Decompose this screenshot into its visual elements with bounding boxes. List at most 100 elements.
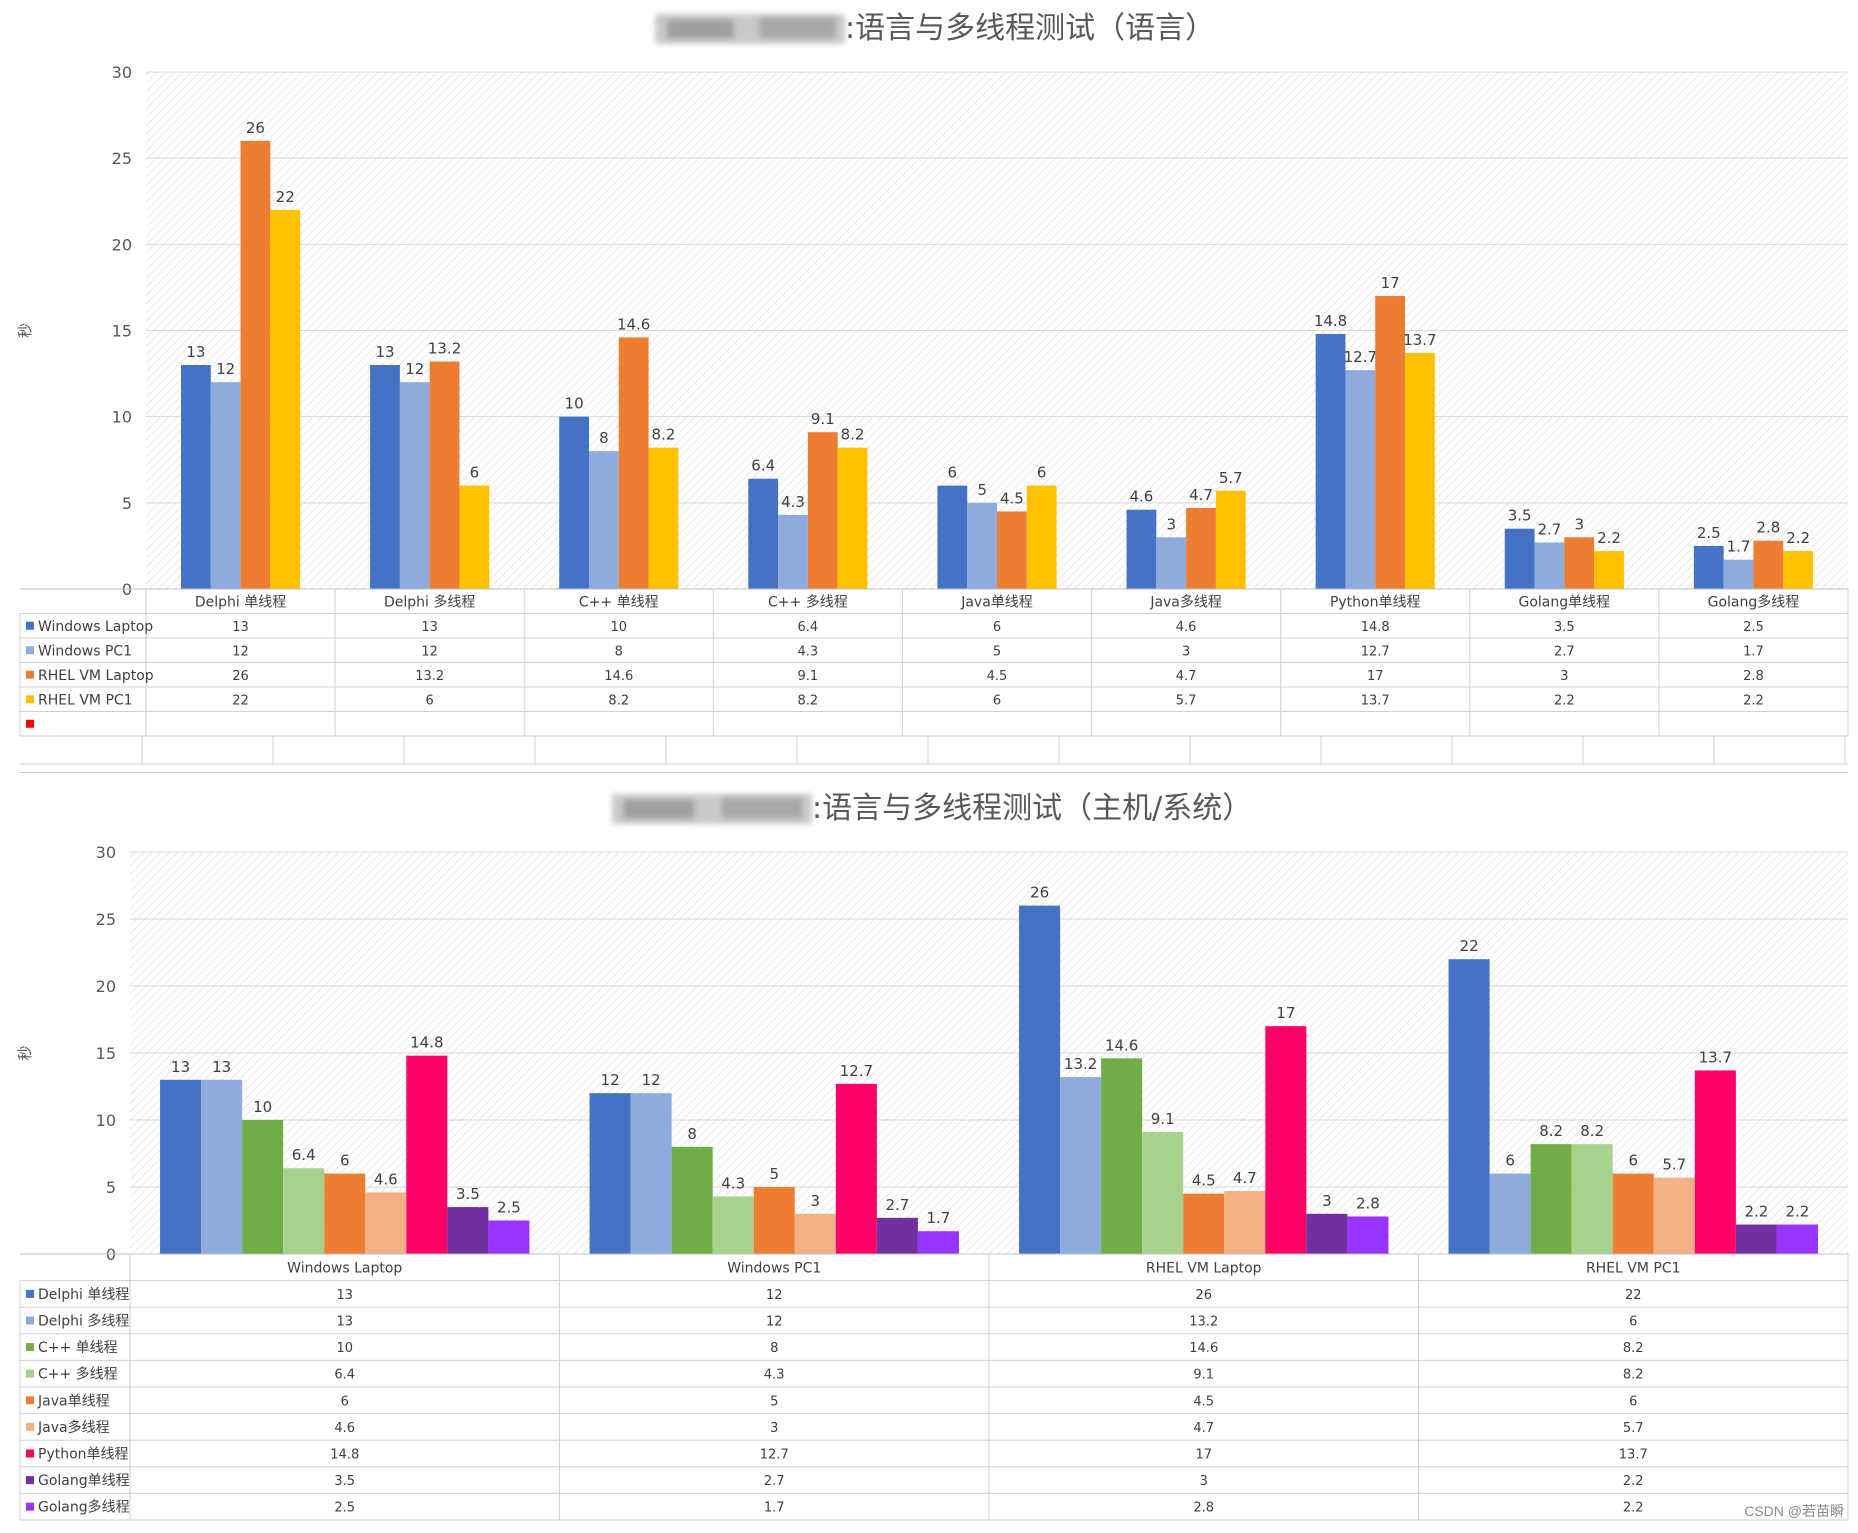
bar xyxy=(1504,528,1535,589)
y-tick-label: 5 xyxy=(122,494,132,513)
bar xyxy=(1306,1213,1348,1254)
data-label: 22 xyxy=(1460,937,1479,955)
table-cell: 14.6 xyxy=(604,669,633,684)
bar xyxy=(1530,1144,1572,1254)
data-label: 12 xyxy=(642,1071,661,1089)
chart-separator xyxy=(20,772,1848,773)
table-cell: 13 xyxy=(421,620,438,635)
data-label: 13 xyxy=(186,343,205,361)
table-cell: 8.2 xyxy=(608,693,629,708)
table-cell: 3 xyxy=(1200,1474,1208,1489)
data-label: 2.8 xyxy=(1356,1194,1380,1212)
table-cell: 6.4 xyxy=(334,1368,355,1383)
legend-label: C++ 单线程 xyxy=(38,1340,118,1356)
table-cell: 4.6 xyxy=(334,1421,355,1436)
table-cell: 2.8 xyxy=(1193,1501,1214,1516)
category-label: Delphi 多线程 xyxy=(384,593,475,610)
data-label: 4.6 xyxy=(374,1170,398,1188)
bar xyxy=(1753,540,1784,589)
bar xyxy=(997,511,1027,589)
table-cell: 4.6 xyxy=(1176,620,1197,635)
bar xyxy=(1405,352,1435,589)
legend-label: Java多线程 xyxy=(37,1419,110,1436)
bar xyxy=(240,140,271,589)
table-cell: 4.7 xyxy=(1176,669,1197,684)
category-label: C++ 单线程 xyxy=(579,594,659,610)
data-label: 14.8 xyxy=(1314,312,1347,330)
bar xyxy=(1653,1177,1695,1254)
legend-swatch xyxy=(26,695,34,704)
data-label: 9.1 xyxy=(811,410,835,428)
legend-label: C++ 多线程 xyxy=(38,1366,118,1383)
table-cell: 2.7 xyxy=(764,1474,785,1489)
bar xyxy=(1315,333,1346,589)
table-cell: 4.5 xyxy=(1193,1394,1214,1409)
table-cell: 4.5 xyxy=(987,669,1008,684)
legend-swatch-extra xyxy=(26,719,34,728)
data-label: 2.5 xyxy=(1697,524,1721,542)
bar xyxy=(1448,959,1490,1254)
table-cell: 4.3 xyxy=(764,1368,785,1383)
legend-swatch xyxy=(26,646,34,655)
data-label: 26 xyxy=(1030,884,1049,902)
bar xyxy=(559,416,589,589)
legend-swatch xyxy=(26,1502,34,1511)
legend-swatch xyxy=(26,670,34,679)
bar xyxy=(1215,490,1246,589)
table-cell: 4.3 xyxy=(798,644,819,659)
bar xyxy=(630,1093,672,1254)
bar xyxy=(1693,545,1724,589)
data-label: 13 xyxy=(212,1058,231,1076)
bar xyxy=(459,485,490,589)
bar xyxy=(712,1196,754,1254)
data-label: 6 xyxy=(470,464,480,482)
y-tick-label: 20 xyxy=(96,977,116,996)
bar xyxy=(1183,1193,1225,1254)
table-cell: 3.5 xyxy=(334,1474,355,1489)
legend-swatch xyxy=(26,1343,34,1352)
legend-swatch xyxy=(26,1369,34,1378)
bar xyxy=(1735,1224,1777,1254)
legend-swatch xyxy=(26,621,34,630)
table-cell: 1.7 xyxy=(1743,644,1764,659)
bar xyxy=(967,502,997,589)
category-label: C++ 多线程 xyxy=(768,593,848,610)
data-label: 13.7 xyxy=(1699,1048,1732,1066)
bar xyxy=(794,1213,836,1254)
y-tick-label: 10 xyxy=(96,1111,116,1130)
bar xyxy=(937,485,968,589)
data-label: 8 xyxy=(687,1125,697,1143)
table-cell: 13 xyxy=(232,620,249,635)
data-label: 17 xyxy=(1276,1004,1295,1022)
table-cell: 13.7 xyxy=(1619,1448,1648,1463)
data-label: 12 xyxy=(216,360,235,378)
data-label: 14.6 xyxy=(1105,1036,1138,1054)
bar xyxy=(488,1220,530,1254)
data-label: 8.2 xyxy=(1580,1122,1604,1140)
table-cell: 8.2 xyxy=(798,693,819,708)
legend-swatch xyxy=(26,1289,34,1298)
y-tick-label: 10 xyxy=(112,408,132,427)
data-label: 9.1 xyxy=(1151,1110,1175,1128)
bar xyxy=(1345,370,1376,589)
table-cell: 14.6 xyxy=(1189,1341,1218,1356)
bar xyxy=(429,361,460,589)
y-tick-label: 5 xyxy=(106,1178,116,1197)
table-cell: 5 xyxy=(993,644,1001,659)
bar xyxy=(1534,542,1565,589)
category-label: Windows Laptop xyxy=(287,1260,402,1276)
table-cell: 6.4 xyxy=(798,620,819,635)
table-cell: 26 xyxy=(1195,1288,1212,1303)
y-tick-label: 25 xyxy=(96,910,116,929)
category-label: RHEL VM PC1 xyxy=(1586,1260,1681,1276)
category-label: Delphi 单线程 xyxy=(195,594,286,610)
data-label: 13.2 xyxy=(1064,1055,1097,1073)
table-cell: 22 xyxy=(232,693,249,708)
bar xyxy=(283,1168,325,1254)
table-cell: 3.5 xyxy=(1554,620,1575,635)
bar xyxy=(1612,1173,1654,1254)
bar xyxy=(365,1192,407,1254)
y-tick-label: 25 xyxy=(112,149,132,168)
legend-label: Windows PC1 xyxy=(38,643,132,659)
table-cell: 10 xyxy=(611,620,628,635)
